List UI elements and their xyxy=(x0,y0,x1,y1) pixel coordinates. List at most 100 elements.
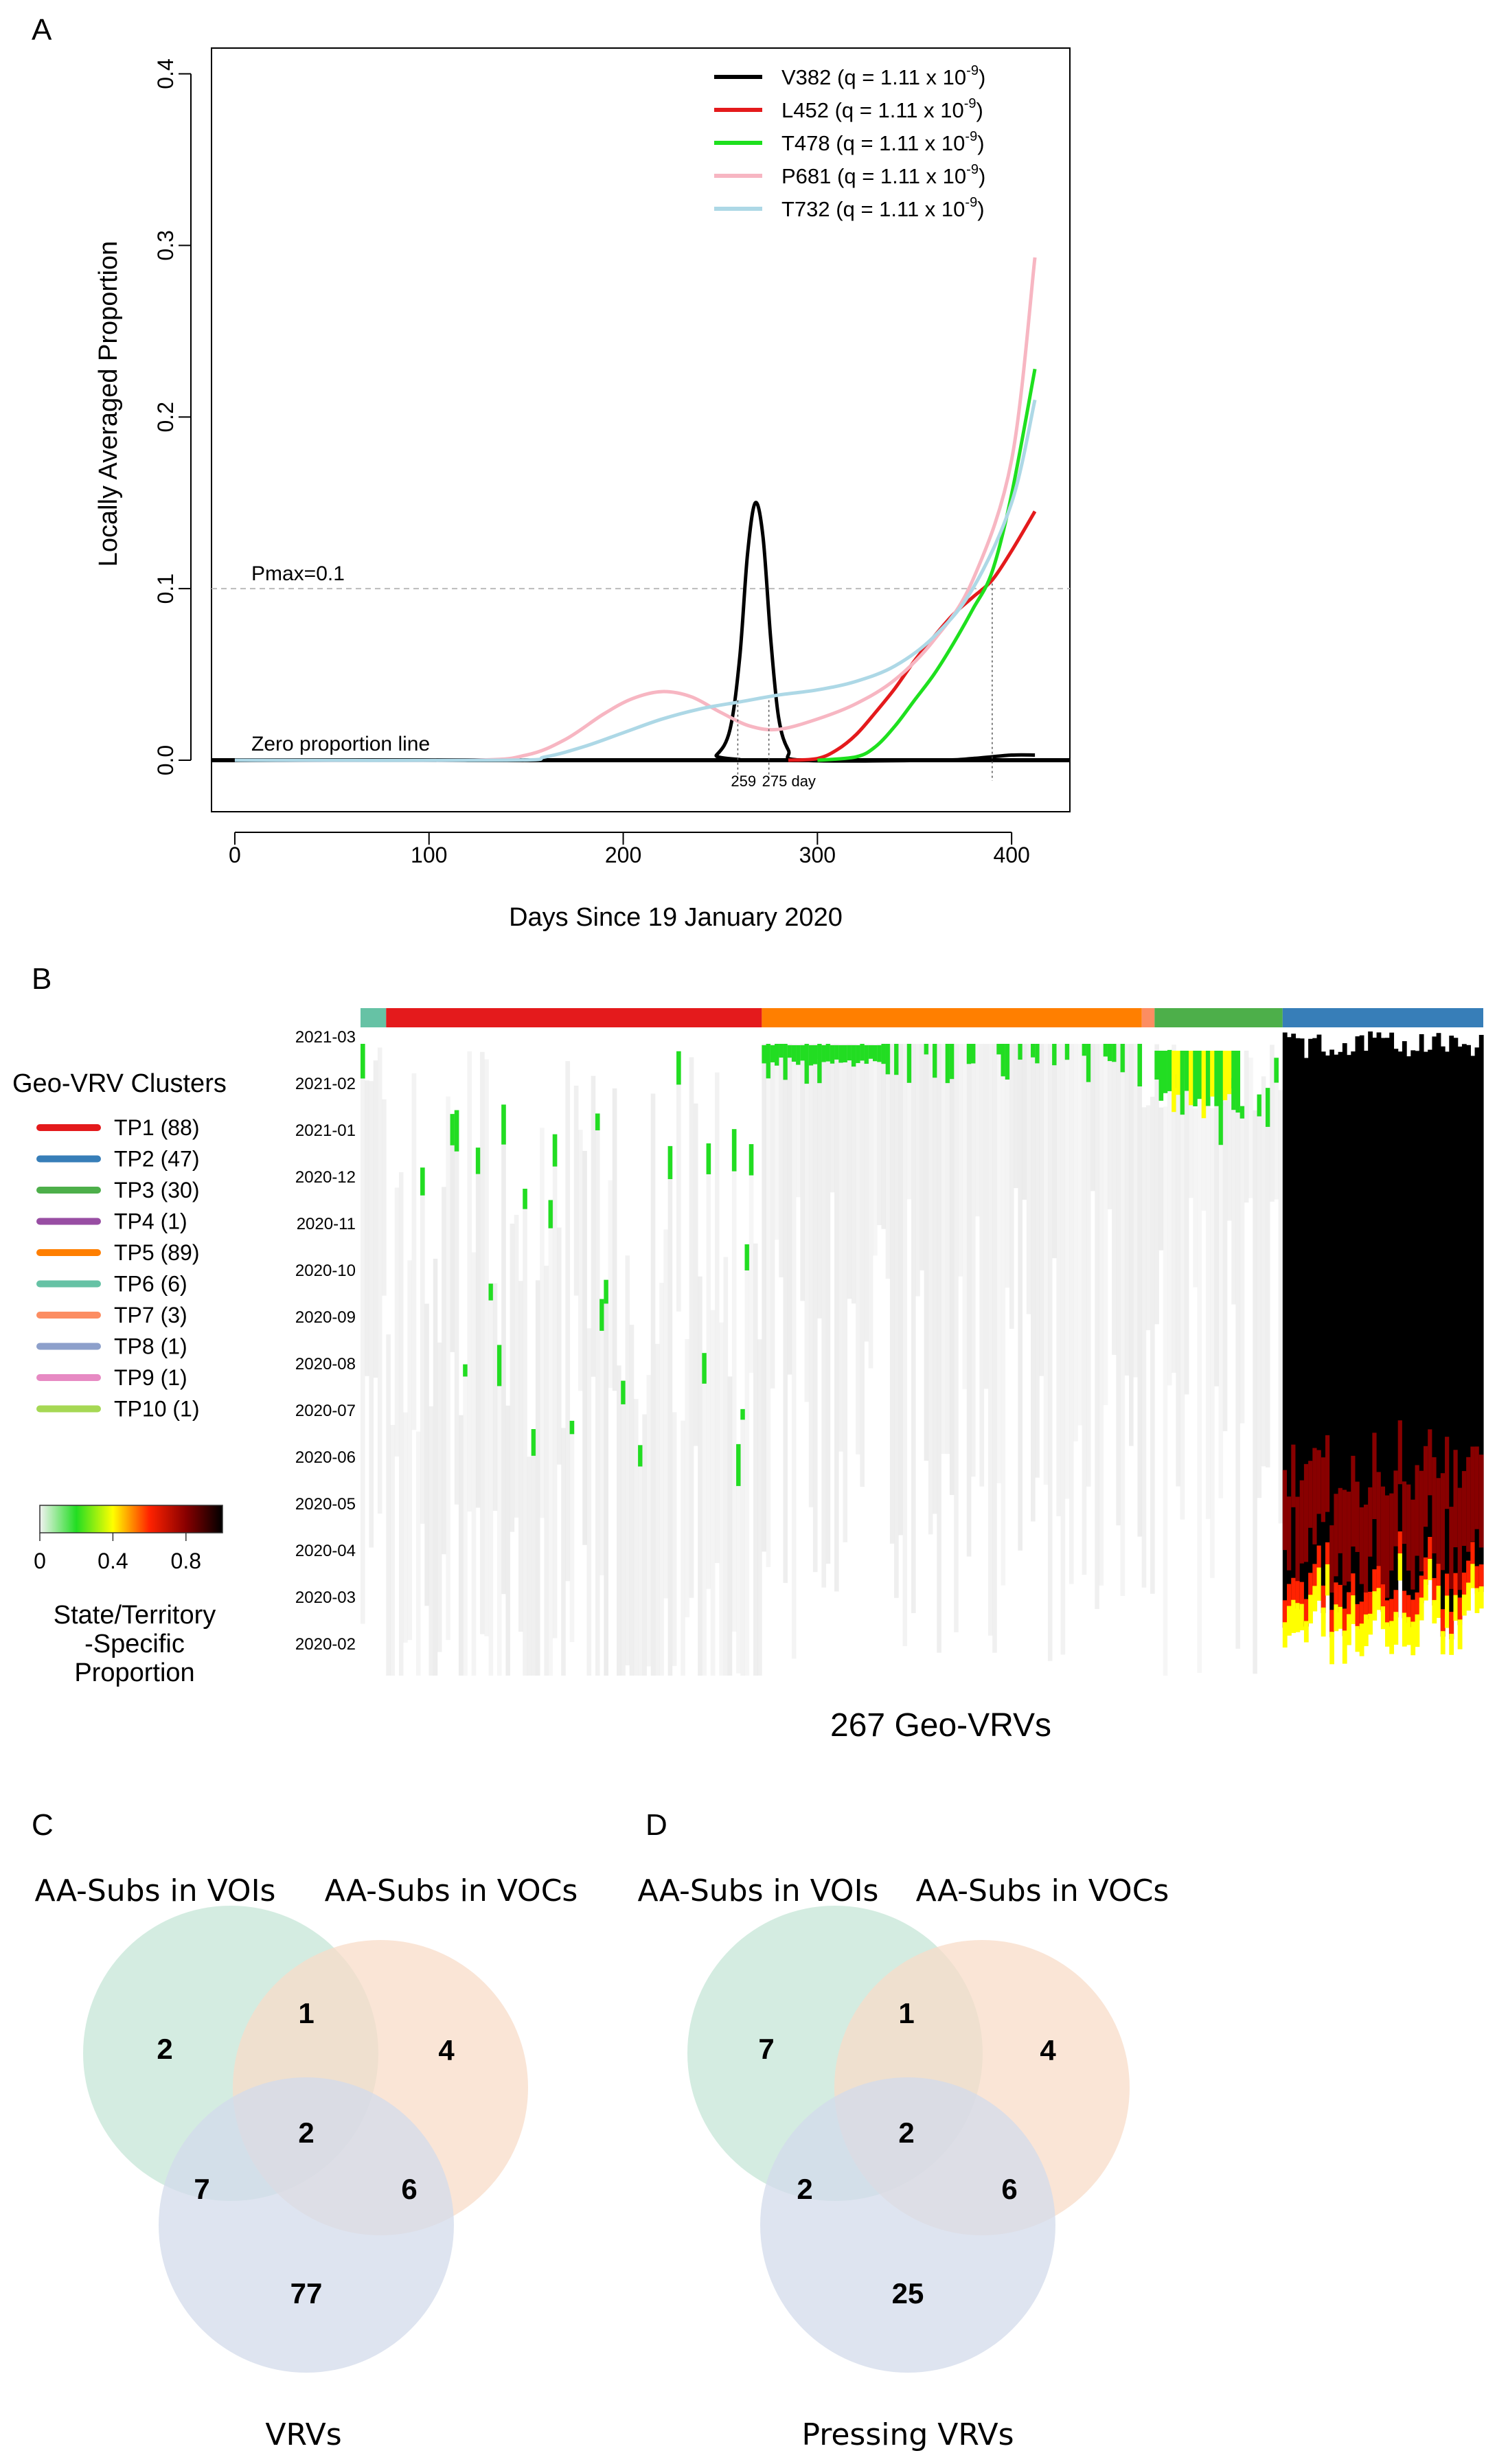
cluster-bar-segment xyxy=(762,1008,1142,1027)
cluster-legend-label: TP2 (47) xyxy=(114,1147,199,1172)
heatmap-cell xyxy=(933,1044,937,1514)
heatmap-cell xyxy=(838,1045,843,1063)
heatmap-cell xyxy=(415,1431,421,1676)
heatmap-cell xyxy=(1107,1044,1112,1209)
heatmap-cell xyxy=(1184,1051,1189,1091)
heatmap-cell xyxy=(1005,1044,1010,1080)
heatmap-cell xyxy=(1428,1429,1432,1496)
heatmap-cell xyxy=(894,1044,899,1075)
venn-d-ab: 1 xyxy=(898,1997,914,2029)
venn-d-circle-c xyxy=(760,2077,1055,2373)
x-tick-label: 0 xyxy=(229,843,241,867)
heatmap-cell xyxy=(420,1167,425,1196)
venn-d-only-c: 25 xyxy=(892,2277,924,2309)
heatmap-cell xyxy=(847,1045,852,1061)
heatmap-cell xyxy=(693,1103,698,1446)
y-tick-label: 0.1 xyxy=(153,573,178,604)
heatmap-cell xyxy=(1107,1044,1112,1062)
heatmap-cell xyxy=(1389,1599,1395,1627)
heatmap-cell xyxy=(1389,1621,1395,1654)
heatmap-cell xyxy=(817,1044,822,1319)
heatmap-cell xyxy=(1406,1617,1411,1645)
heatmap-cell xyxy=(945,1044,950,1084)
heatmap-cell xyxy=(390,1425,396,1676)
heatmap-cell xyxy=(1436,1564,1441,1592)
heatmap-cell xyxy=(775,1044,779,1240)
y-axis: 0.0 0.1 0.2 0.3 0.4 xyxy=(153,58,192,775)
heatmap-cell xyxy=(1308,1038,1313,1601)
heatmap-cell xyxy=(595,1113,600,1676)
heatmap-cell xyxy=(1018,1044,1023,1551)
colorbar-title-1: State/Territory xyxy=(54,1601,216,1630)
heatmap-cell xyxy=(933,1044,937,1078)
heatmap-cell xyxy=(941,1044,946,1454)
heatmap-cell xyxy=(1239,1106,1245,1119)
heatmap-cell xyxy=(394,1187,400,1457)
heatmap-cell xyxy=(1035,1044,1040,1478)
heatmap-cell xyxy=(762,1045,766,1064)
heatmap-cell xyxy=(804,1045,810,1066)
heatmap-cell xyxy=(1338,1051,1343,1612)
heatmap-cell xyxy=(1470,1056,1476,1570)
heatmap-cell xyxy=(1005,1044,1010,1288)
venn-c-only-b: 4 xyxy=(438,2034,455,2066)
heatmap-cell xyxy=(966,1044,972,1557)
heatmap-cell xyxy=(1478,1034,1484,1593)
heatmap-cell xyxy=(595,1113,600,1130)
heatmap-cell xyxy=(458,1415,464,1676)
heatmap-cell xyxy=(591,1075,596,1377)
heatmap-cell xyxy=(1329,1525,1335,1593)
heatmap-cell xyxy=(1329,1632,1335,1665)
heatmap-cell xyxy=(804,1044,810,1402)
heatmap-cell xyxy=(446,1096,450,1641)
heatmap-y-tick-label: 2020-10 xyxy=(295,1262,356,1280)
heatmap-cell xyxy=(1214,1051,1219,1106)
heatmap-cell xyxy=(1180,1051,1185,1115)
heatmap-cell xyxy=(873,1044,878,1256)
heatmap-cell xyxy=(1077,1044,1083,1426)
x-tick-label: 100 xyxy=(411,843,447,867)
heatmap-cell xyxy=(830,1045,835,1064)
heatmap-cell xyxy=(382,1099,387,1296)
heatmap-cell xyxy=(569,1420,575,1435)
heatmap-cell xyxy=(429,1406,434,1676)
heatmap-cell xyxy=(454,1110,459,1152)
heatmap-cell xyxy=(1432,1577,1437,1606)
heatmap-cell xyxy=(1397,1553,1403,1581)
heatmap-cell xyxy=(1461,1594,1467,1616)
zero-line-label: Zero proportion line xyxy=(251,733,430,755)
heatmap-cell xyxy=(1172,1051,1176,1113)
heatmap-cell xyxy=(1321,1607,1326,1637)
heatmap-cell xyxy=(1193,1051,1198,1106)
heatmap-cell xyxy=(1334,1494,1339,1577)
heatmap-cell xyxy=(1470,1564,1476,1588)
heatmap-cell xyxy=(783,1045,788,1061)
heatmap-cell xyxy=(1342,1043,1347,1636)
heatmap-cell xyxy=(1457,1487,1463,1590)
heatmap-cell xyxy=(834,1045,839,1060)
cluster-bar-segment xyxy=(386,1008,762,1027)
heatmap-cell xyxy=(1282,1622,1288,1648)
heatmap-cell xyxy=(1457,1597,1463,1625)
heatmap-cell xyxy=(1210,1051,1215,1097)
heatmap-cell xyxy=(492,1283,498,1512)
heatmap-cell xyxy=(1287,1496,1292,1571)
heatmap-cell xyxy=(1342,1630,1347,1664)
heatmap-cell xyxy=(676,1051,681,1312)
heatmap-cell xyxy=(1380,1038,1386,1612)
heatmap-cell xyxy=(1308,1595,1313,1623)
panel-label-c: C xyxy=(32,1808,54,1842)
legend-entry-p681: P681 (q = 1.11 x 10-9) xyxy=(781,162,985,188)
heatmap-cell xyxy=(548,1200,553,1229)
heatmap-cell xyxy=(706,1143,711,1174)
heatmap-cell xyxy=(1440,1631,1446,1655)
heatmap-cell xyxy=(812,1044,818,1573)
legend-entry-t732: T732 (q = 1.11 x 10-9) xyxy=(781,195,985,221)
venn-c-only-a: 2 xyxy=(157,2033,172,2065)
heatmap-cell xyxy=(1406,1484,1411,1571)
heatmap-cell xyxy=(1406,1595,1411,1623)
heatmap-cell xyxy=(1453,1450,1459,1548)
heatmap-cell xyxy=(540,1128,545,1518)
heatmap-cell xyxy=(527,1457,532,1676)
heatmap-cell xyxy=(1090,1044,1095,1191)
